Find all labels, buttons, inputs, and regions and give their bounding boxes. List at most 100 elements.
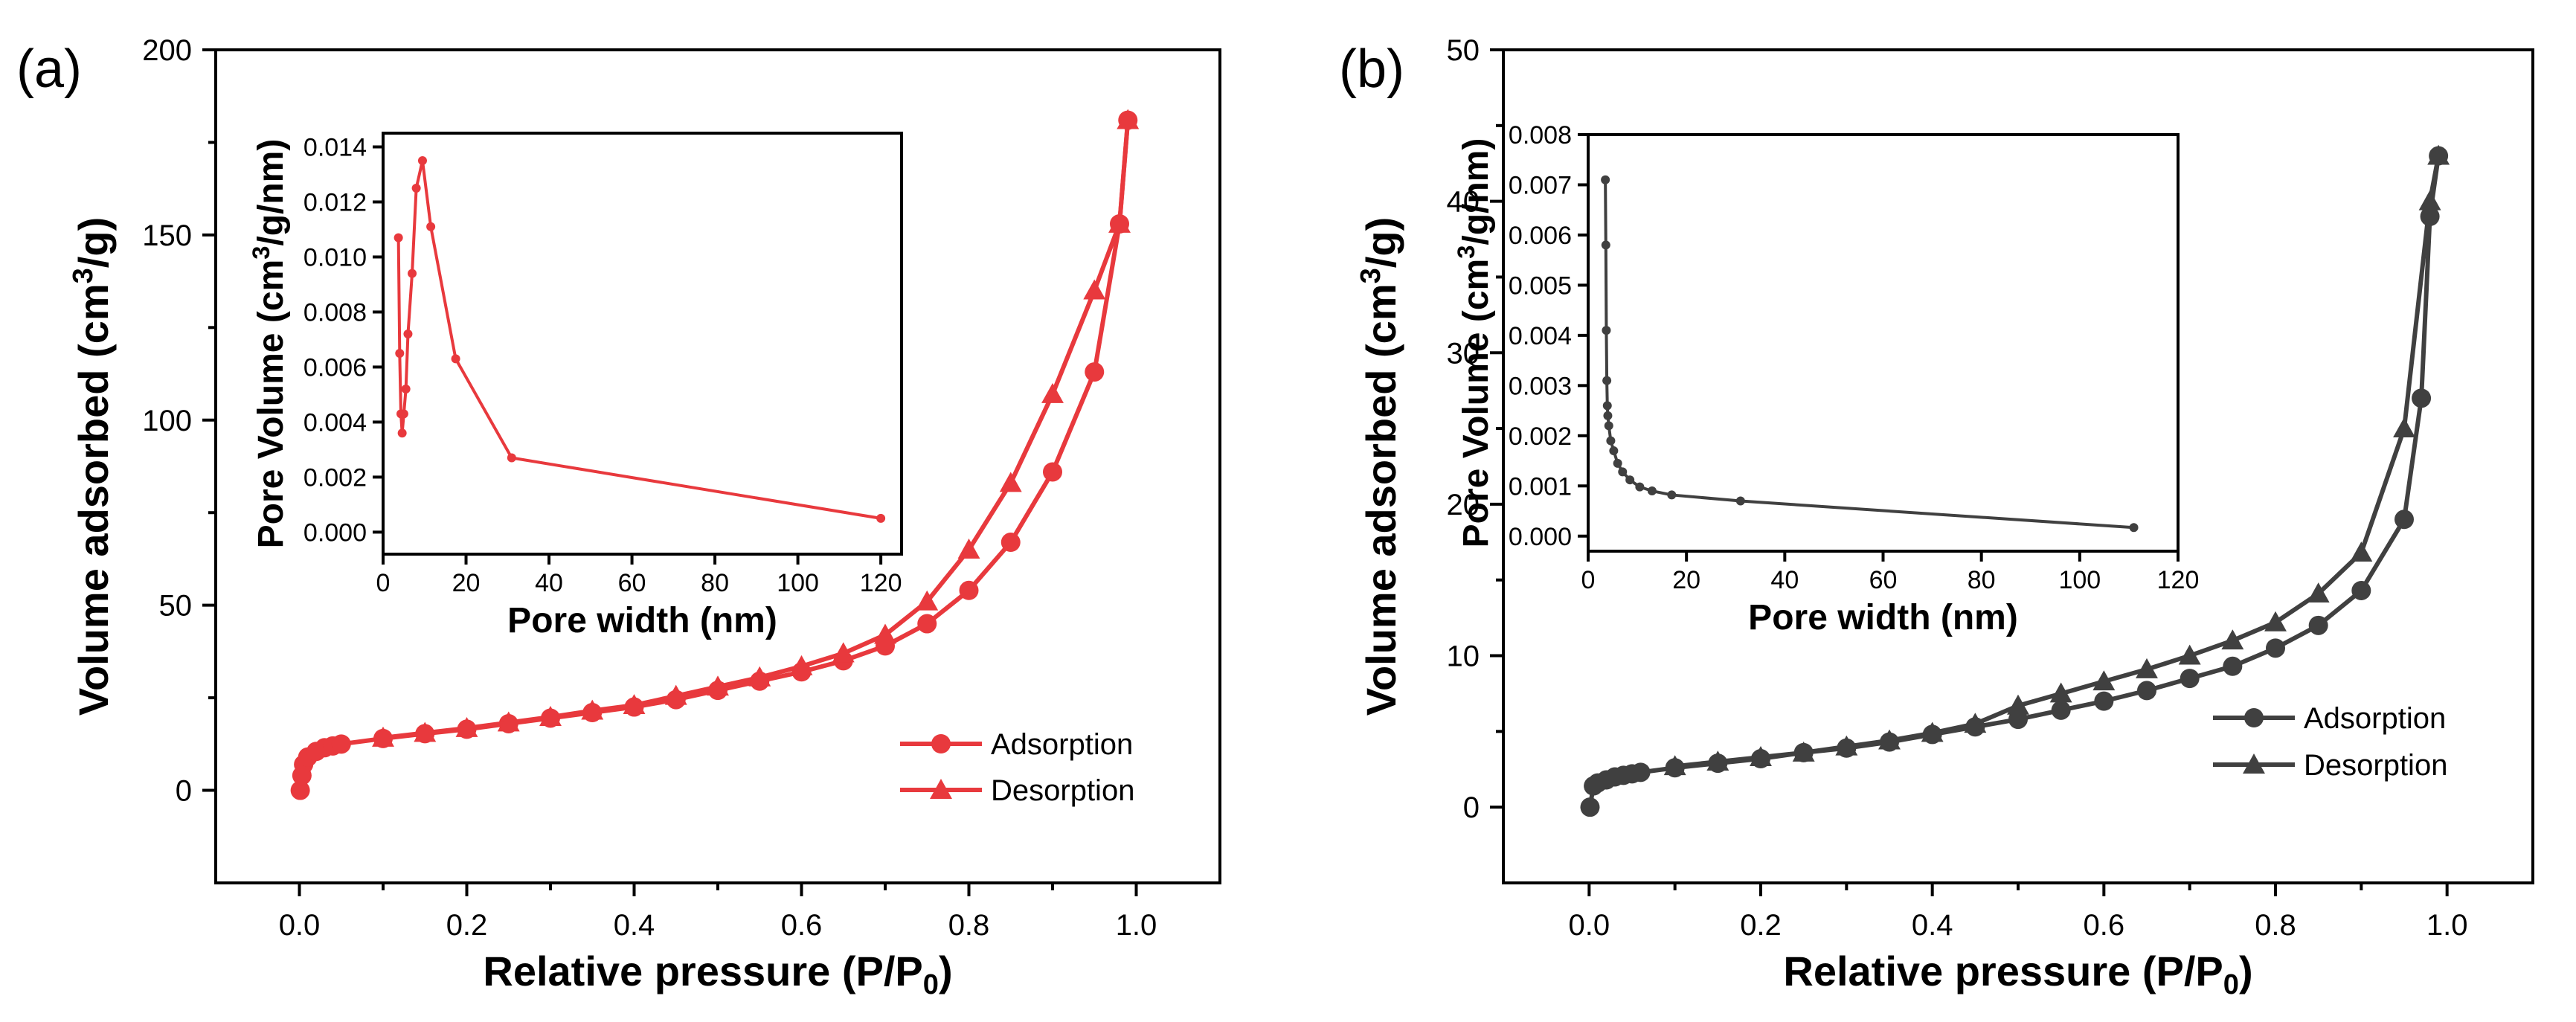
panel-a-adsorption-point [290, 780, 310, 800]
panel-a-inset-x-tick-label: 0 [376, 569, 391, 597]
panel-a-desorption-point [372, 726, 394, 747]
panel-b-inset-y-tick-label: 0.005 [1509, 271, 1572, 300]
panel-a-adsorption-point [1000, 533, 1021, 553]
panel-b-x-tick-label: 0.6 [2084, 909, 2125, 942]
panel-a-inset-x-tick-label: 60 [618, 569, 646, 597]
panel-b-desorption-point [1792, 741, 1815, 762]
panel-a-desorption-point [539, 706, 562, 726]
panel-a-y-tick-label: 150 [142, 219, 192, 252]
panel-b-adsorption-point [2351, 580, 2371, 600]
panel-b-inset-x-tick-label: 120 [2157, 566, 2200, 594]
panel-a-desorption-point [664, 684, 687, 705]
panel-a-inset-y-tick-label: 0.000 [303, 518, 367, 547]
panel-b-desorption-point [2393, 417, 2415, 438]
panel-b-inset-y-tick-label: 0.003 [1509, 372, 1572, 400]
panel-b-inset-x-tick-label: 80 [1968, 566, 1996, 594]
panel-a-desorption-point [1041, 382, 1064, 403]
panel-b-adsorption-point [2051, 700, 2071, 720]
panel-a-y-tick-label: 100 [142, 405, 192, 437]
panel-b-desorption-point [2007, 694, 2029, 715]
panel-b-desorption-point [2264, 611, 2287, 631]
panel-a-desorption-point [916, 590, 939, 611]
panel-a-inset-point [417, 155, 427, 165]
panel-b-desorption-point [1835, 735, 1858, 756]
panel-a-x-axis-label-tail: ) [939, 948, 953, 994]
panel-b-desorption-point [2307, 582, 2330, 603]
panel-a-inset-y-tick-label: 0.004 [303, 408, 367, 437]
panel-b-chart: (b)0.0 0.2 0.4 0.6 0.8 1.001020304050Relative… [1339, 34, 2534, 1000]
panel-a-x-tick-label: 0.4 [614, 909, 655, 942]
panel-a-inset-y-tick-label: 0.012 [303, 188, 367, 216]
panel-b-legend-label: Adsorption [2304, 702, 2446, 735]
panel-b-x-tick-label: 1.0 [2426, 909, 2468, 942]
panel-a-inset-y-tick-label: 0.006 [303, 353, 367, 382]
panel-a-adsorption-point [917, 614, 937, 634]
panel-a-y-tick-label: 0 [176, 775, 192, 808]
panel-b-adsorption-point [2412, 388, 2432, 408]
panel-b-inset-point [1606, 436, 1616, 446]
panel-b-panel-label: (b) [1339, 39, 1404, 99]
panel-a-x-tick-label: 1.0 [1116, 909, 1157, 942]
panel-a-desorption-point [414, 721, 437, 742]
panel-b-inset-point [1625, 475, 1635, 485]
panel-b-adsorption-point [1580, 797, 1600, 817]
panel-b-inset-y-axis-label-tail: /g/nm) [1456, 138, 1496, 245]
panel-a-inset-point [507, 453, 516, 463]
panel-b-desorption-point [1964, 713, 1987, 733]
panel-b-y-tick-label: 10 [1447, 640, 1480, 673]
panel-b-inset-y-tick-label: 0.001 [1509, 472, 1572, 501]
panel-b-inset-x-tick-label: 100 [2058, 566, 2101, 594]
panel-b-inset-y-tick-label: 0.002 [1509, 422, 1572, 451]
panel-a-desorption-point [1083, 279, 1106, 300]
panel-a-y-axis-label-sup: 3 [68, 268, 99, 283]
panel-a-inset-point [451, 354, 460, 364]
panel-a-inset-y-tick-label: 0.014 [303, 133, 367, 161]
panel-b-adsorption-point [2180, 669, 2200, 689]
panel-a-inset-point [394, 233, 403, 242]
panel-b-inset-point [1667, 490, 1677, 500]
panel-b-desorption-point [2136, 658, 2158, 678]
panel-b-inset-point [1601, 175, 1610, 184]
panel-a-y-axis-label: Volume adsorbed (cm3/g) [68, 217, 117, 716]
panel-b-x-tick-label: 0.0 [1569, 909, 1610, 942]
panel-b-x-axis-label-tail: ) [2239, 948, 2253, 994]
panel-a-inset-y-tick-label: 0.008 [303, 298, 367, 327]
panel-b-inset-point [1604, 421, 1613, 431]
panel-a-inset-point [403, 330, 413, 339]
panel-a-inset-x-tick-label: 40 [535, 569, 563, 597]
panel-a-x-tick-label: 0.8 [948, 909, 990, 942]
panel-b-adsorption-point [2223, 656, 2243, 676]
panel-b-inset-point [1601, 240, 1610, 250]
panel-b-inset-y-tick-label: 0.004 [1509, 322, 1572, 350]
panel-b-x-axis-label-main: Relative pressure (P/P [1783, 948, 2223, 994]
panel-b-x-tick-label: 0.2 [1740, 909, 1782, 942]
panel-a-inset-y-tick-label: 0.010 [303, 243, 367, 271]
panel-b-x-tick-label: 0.8 [2255, 909, 2296, 942]
panel-b-adsorption-point [2266, 638, 2285, 658]
panel-a-inset-frame [382, 132, 903, 556]
panel-b-x-tick-label: 0.4 [1912, 909, 1953, 942]
panel-a-inset-x-tick-label: 20 [452, 569, 481, 597]
panel-a-legend-label: Adsorption [991, 728, 1133, 761]
panel-a-x-axis-label-sub: 0 [923, 969, 939, 1000]
panel-a-inset-x-tick-label: 80 [701, 569, 729, 597]
panel-b-adsorption-point [1631, 762, 1651, 782]
panel-b-desorption-point [1921, 721, 1944, 742]
panel-b-inset-point [1602, 376, 1612, 385]
panel-b-desorption-point [2092, 670, 2116, 691]
panel-b-y-axis-label-sup: 3 [1355, 268, 1387, 283]
panel-b-inset-x-tick-label: 20 [1672, 566, 1700, 594]
panel-a-y-axis-label-main: Volume adsorbed (cm [70, 283, 117, 716]
panel-b-x-axis-label: Relative pressure (P/P0) [1783, 948, 2252, 1000]
panel-b-inset-y-tick-label: 0.007 [1509, 171, 1572, 199]
panel-a-desorption-point [1108, 213, 1131, 233]
panel-b-adsorption-point [2308, 615, 2328, 635]
panel-a-inset-point [401, 385, 411, 394]
panel-b-inset-x-axis-label: Pore width (nm) [1748, 598, 2018, 637]
panel-b-legend-marker [2243, 753, 2265, 774]
panel-a-inset-y-axis-label: Pore Volume (cm3/g/nm) [247, 139, 291, 549]
panel-b-desorption-point [2418, 190, 2441, 210]
panel-b-y-axis-label-main: Volume adsorbed (cm [1358, 283, 1404, 716]
panel-b-inset-x-tick-label: 40 [1770, 566, 1799, 594]
